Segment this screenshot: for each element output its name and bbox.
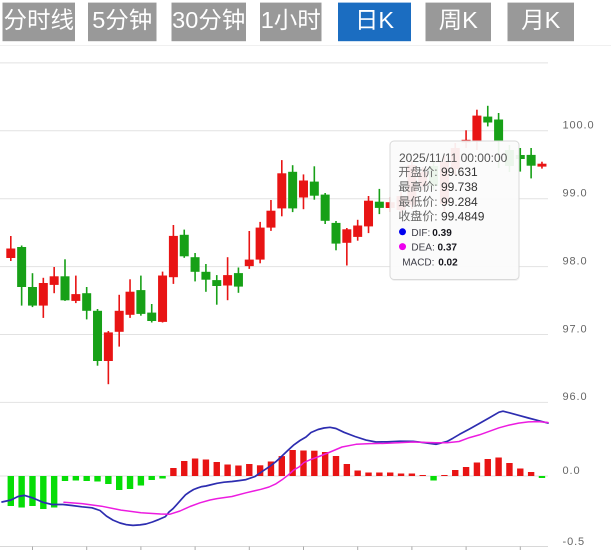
svg-text:MACD:: MACD: — [402, 257, 434, 268]
svg-text:99.4849: 99.4849 — [441, 209, 485, 223]
svg-text:5: 5 — [92, 7, 105, 33]
svg-text::: : — [434, 209, 437, 223]
svg-text:99.284: 99.284 — [441, 195, 478, 209]
svg-text:-0.5: -0.5 — [563, 536, 586, 548]
svg-text:97.0: 97.0 — [563, 323, 588, 335]
svg-text::: : — [434, 195, 437, 209]
svg-text:0.39: 0.39 — [432, 228, 452, 239]
svg-text:2025/11/11 00:00:00: 2025/11/11 00:00:00 — [399, 151, 508, 165]
svg-text:DEA:: DEA: — [411, 243, 434, 254]
svg-text:DIF:: DIF: — [411, 228, 430, 239]
svg-text:0.37: 0.37 — [438, 243, 458, 254]
svg-text:1: 1 — [261, 7, 274, 33]
svg-text:100.0: 100.0 — [563, 120, 595, 132]
svg-text:99.631: 99.631 — [441, 165, 478, 179]
svg-text:99.0: 99.0 — [563, 188, 588, 200]
svg-text:0.02: 0.02 — [438, 257, 458, 268]
svg-text:30: 30 — [172, 7, 198, 33]
svg-text:K: K — [378, 7, 394, 33]
svg-text:99.738: 99.738 — [441, 180, 478, 194]
svg-text:98.0: 98.0 — [563, 255, 588, 267]
svg-text::: : — [434, 180, 437, 194]
svg-text:96.0: 96.0 — [563, 391, 588, 403]
svg-text:K: K — [545, 7, 561, 33]
svg-text:K: K — [462, 7, 478, 33]
svg-text:0.0: 0.0 — [563, 465, 581, 477]
svg-text::: : — [434, 165, 437, 179]
